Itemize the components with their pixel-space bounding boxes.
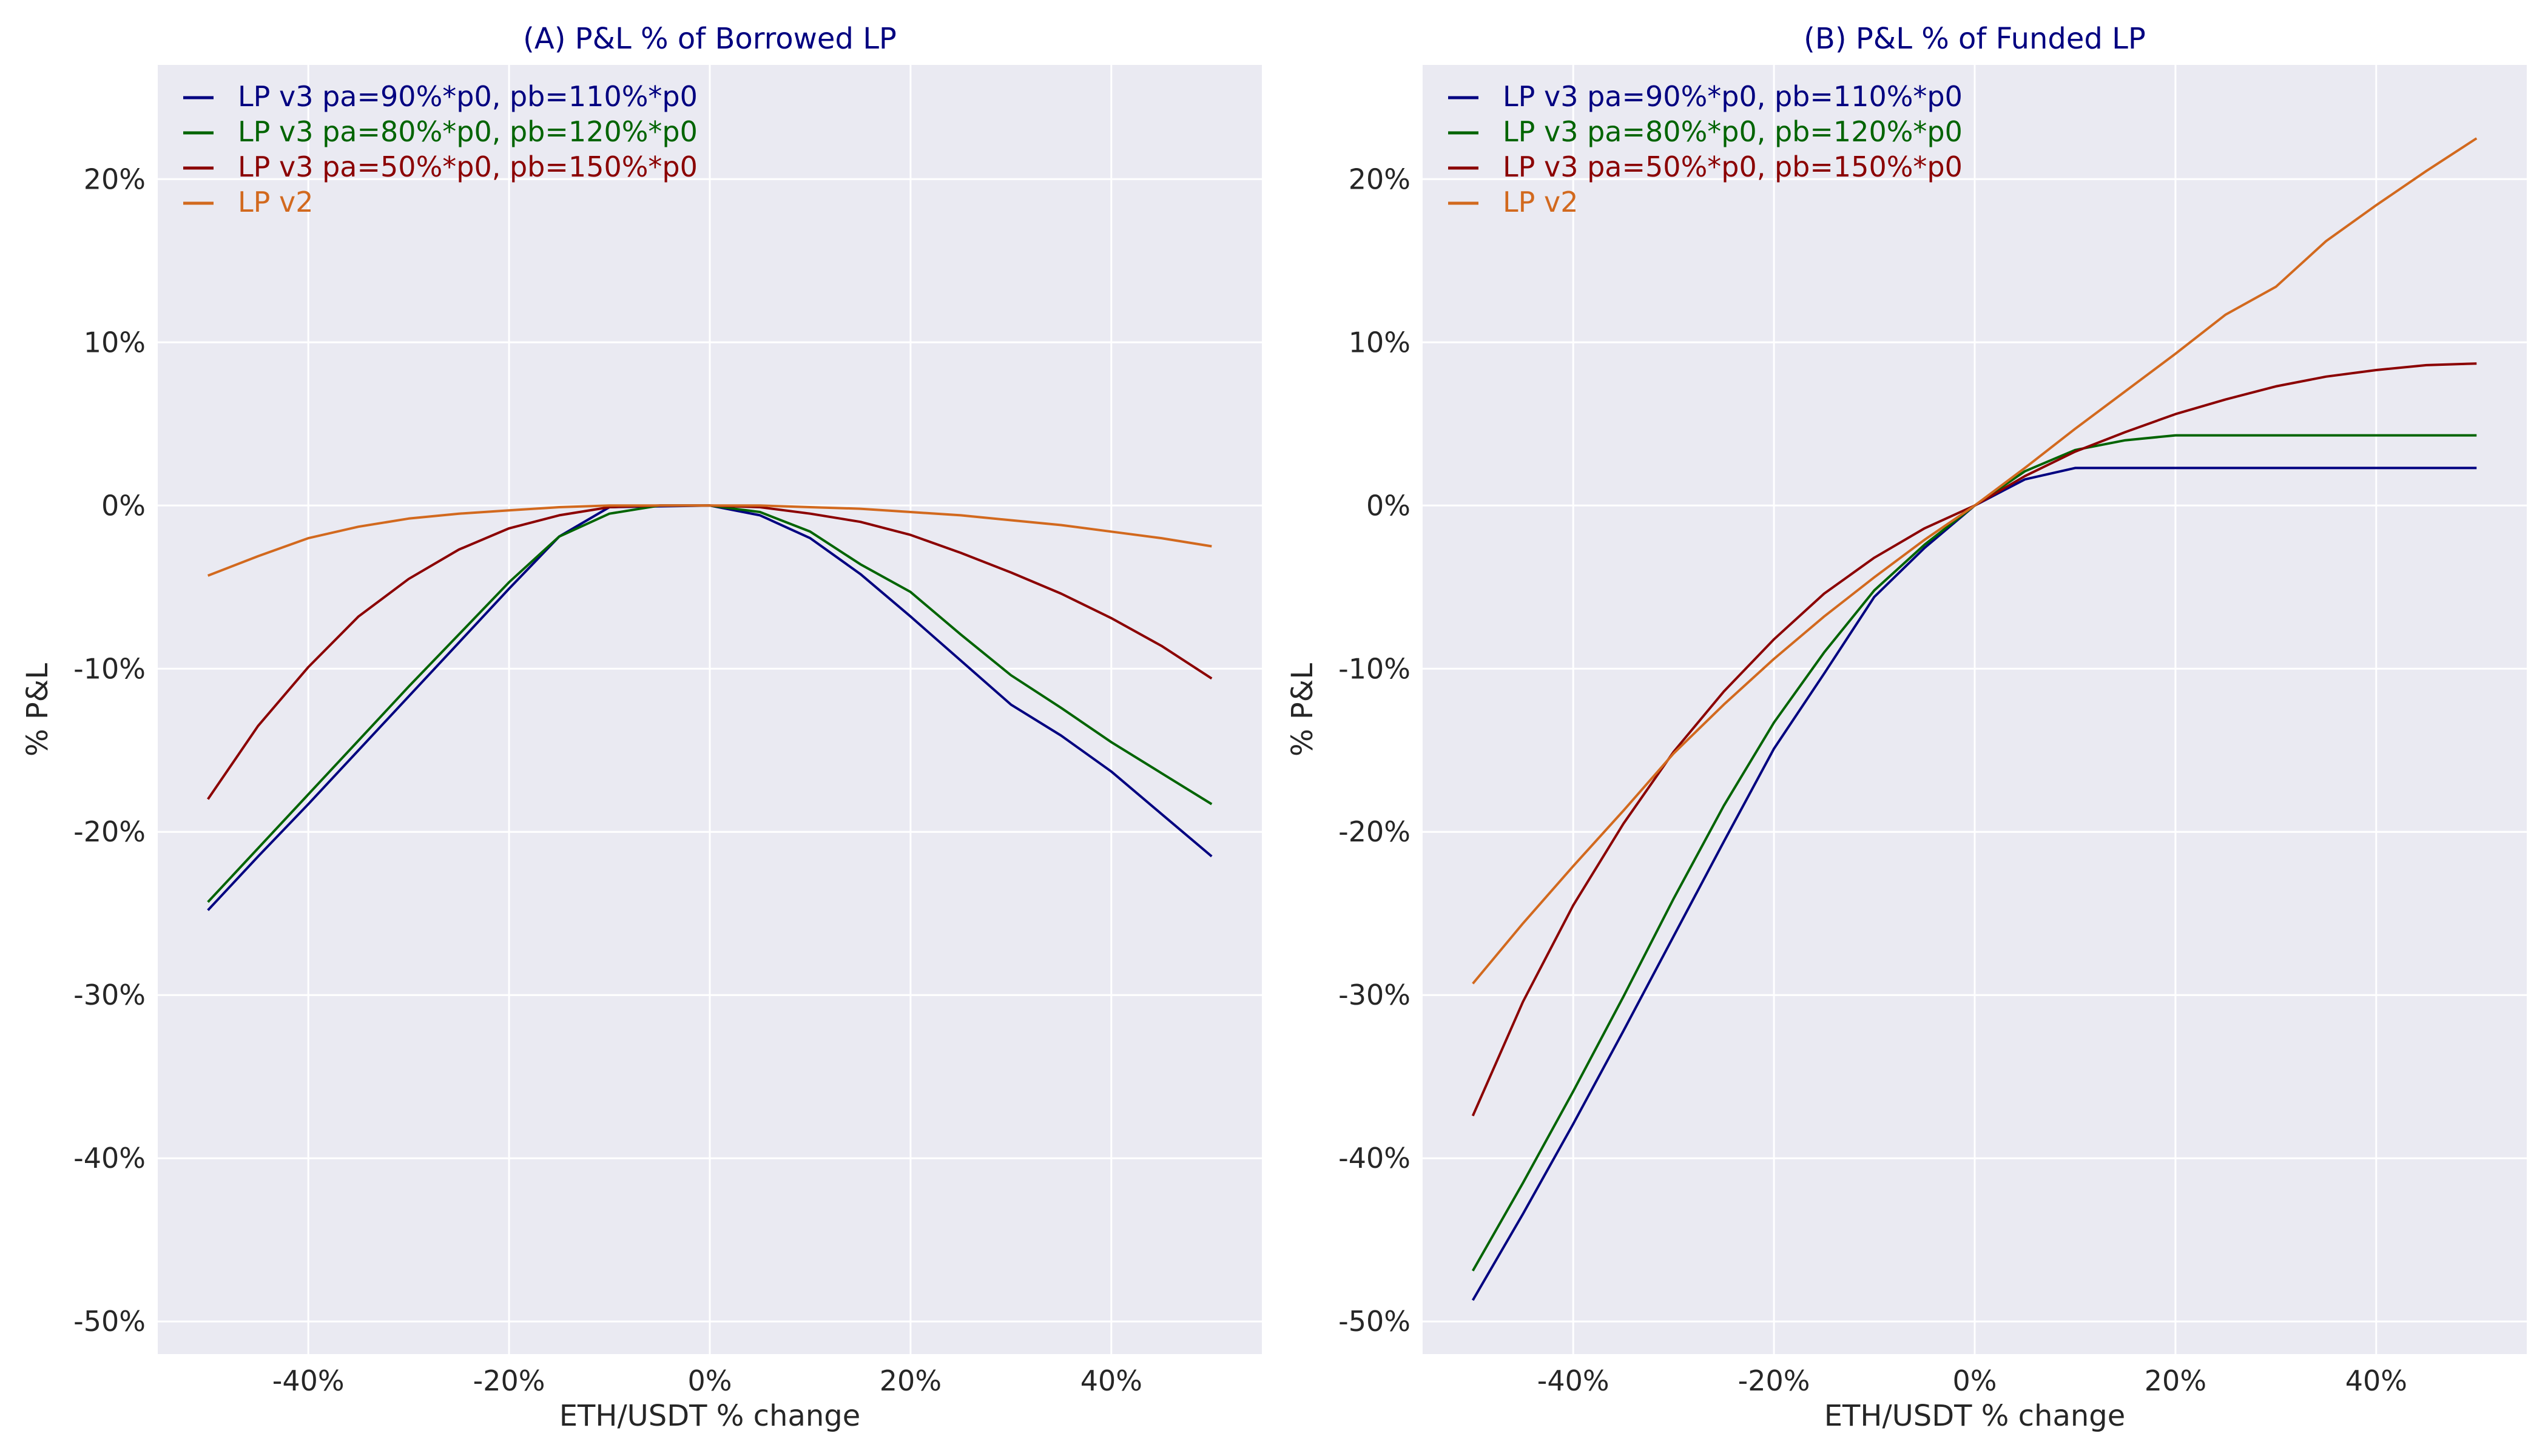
y-tick-label-a: 20% <box>84 163 146 195</box>
x-tick-label-a: -40% <box>272 1364 345 1397</box>
y-tick-label-b: -50% <box>1338 1305 1410 1338</box>
y-tick-label-a: 0% <box>101 489 146 522</box>
series-line-b-3 <box>1472 137 2478 985</box>
series-line-a-3 <box>207 504 1212 577</box>
x-axis-label-a: ETH/USDT % change <box>559 1399 861 1433</box>
y-tick-label-a: -50% <box>73 1305 146 1338</box>
y-tick-label-a: -20% <box>73 815 146 848</box>
y-tick-label-b: 20% <box>1349 163 1410 195</box>
y-axis-label-b: % P&L <box>1286 663 1320 757</box>
grid-b <box>1423 65 2527 1354</box>
legend-label-b-3: LP v2 <box>1503 186 1578 218</box>
y-tick-label-a: 10% <box>84 326 146 359</box>
y-tick-label-b: -30% <box>1338 979 1410 1011</box>
y-tick-label-b: 0% <box>1366 489 1410 522</box>
y-axis-label-a: % P&L <box>21 663 55 757</box>
x-tick-label-b: 40% <box>2345 1364 2407 1397</box>
series-group-a <box>207 504 1213 911</box>
chart-title-b: (B) P&L % of Funded LP <box>1804 22 2146 56</box>
x-tick-label-a: 40% <box>1080 1364 1142 1397</box>
legend-label-a-2: LP v3 pa=50%*p0, pb=150%*p0 <box>238 150 698 183</box>
y-tick-label-a: -30% <box>73 979 146 1011</box>
y-tick-label-b: -40% <box>1338 1142 1410 1175</box>
x-tick-label-a: 0% <box>688 1364 732 1397</box>
legend-label-a-0: LP v3 pa=90%*p0, pb=110%*p0 <box>238 80 698 113</box>
y-tick-label-b: -10% <box>1338 652 1410 685</box>
y-ticks-a: 20% 10% 0% -10% -20% -30% -40% -50% <box>73 163 146 1338</box>
x-axis-label-b: ETH/USDT % change <box>1824 1399 2126 1433</box>
x-tick-label-b: 0% <box>1953 1364 1997 1397</box>
legend-label-a-1: LP v3 pa=80%*p0, pb=120%*p0 <box>238 115 698 148</box>
chart-panel-b: -40% -20% 0% 20% 40% 20% 10% 0% -10% -20% -30% -40… <box>1286 22 2527 1433</box>
x-tick-label-b: 20% <box>2145 1364 2206 1397</box>
y-tick-label-b: 10% <box>1349 326 1410 359</box>
chart-title-a: (A) P&L % of Borrowed LP <box>523 22 897 56</box>
legend-label-b-1: LP v3 pa=80%*p0, pb=120%*p0 <box>1503 115 1963 148</box>
series-group-b <box>1471 137 2478 1301</box>
x-tick-label-b: -20% <box>1738 1364 1810 1397</box>
legend-label-b-0: LP v3 pa=90%*p0, pb=110%*p0 <box>1503 80 1963 113</box>
y-tick-label-b: -20% <box>1338 815 1410 848</box>
y-tick-label-a: -10% <box>73 652 146 685</box>
x-ticks-a: -40% -20% 0% 20% 40% <box>272 1364 1142 1397</box>
y-tick-label-a: -40% <box>73 1142 146 1175</box>
x-tick-label-a: 20% <box>880 1364 942 1397</box>
x-ticks-b: -40% -20% 0% 20% 40% <box>1537 1364 2407 1397</box>
legend-label-a-3: LP v2 <box>238 186 313 218</box>
x-tick-label-a: -20% <box>473 1364 545 1397</box>
legend-label-b-2: LP v3 pa=50%*p0, pb=150%*p0 <box>1503 150 1963 183</box>
x-tick-label-b: -40% <box>1537 1364 1609 1397</box>
chart-panel-a: -40% -20% 0% 20% 40% 20% 10% 0% -10% -20% -30% -40… <box>21 22 1262 1433</box>
y-ticks-b: 20% 10% 0% -10% -20% -30% -40% -50% <box>1338 163 1410 1338</box>
